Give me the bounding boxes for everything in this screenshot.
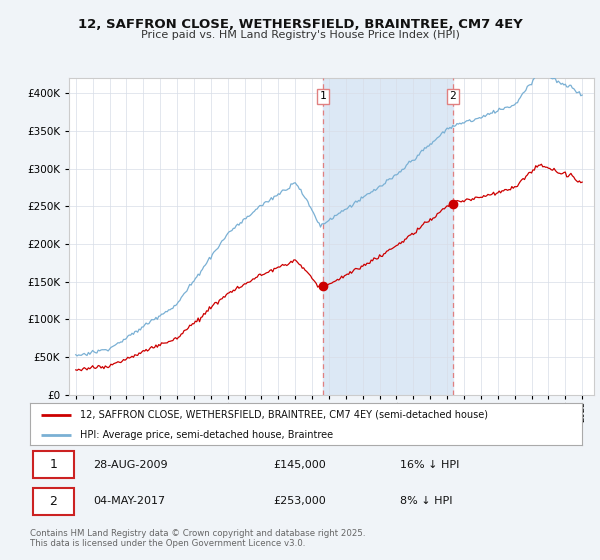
- Text: 04-MAY-2017: 04-MAY-2017: [94, 496, 166, 506]
- Text: 12, SAFFRON CLOSE, WETHERSFIELD, BRAINTREE, CM7 4EY: 12, SAFFRON CLOSE, WETHERSFIELD, BRAINTR…: [77, 17, 523, 31]
- Text: 2: 2: [449, 91, 456, 101]
- Text: 1: 1: [320, 91, 326, 101]
- FancyBboxPatch shape: [33, 488, 74, 515]
- FancyBboxPatch shape: [33, 451, 74, 478]
- Text: 8% ↓ HPI: 8% ↓ HPI: [400, 496, 452, 506]
- Text: 12, SAFFRON CLOSE, WETHERSFIELD, BRAINTREE, CM7 4EY (semi-detached house): 12, SAFFRON CLOSE, WETHERSFIELD, BRAINTR…: [80, 410, 488, 420]
- Text: 1: 1: [50, 458, 58, 472]
- Text: HPI: Average price, semi-detached house, Braintree: HPI: Average price, semi-detached house,…: [80, 430, 333, 440]
- Text: Contains HM Land Registry data © Crown copyright and database right 2025.
This d: Contains HM Land Registry data © Crown c…: [30, 529, 365, 548]
- Text: Price paid vs. HM Land Registry's House Price Index (HPI): Price paid vs. HM Land Registry's House …: [140, 30, 460, 40]
- Text: 2: 2: [50, 494, 58, 508]
- Text: 16% ↓ HPI: 16% ↓ HPI: [400, 460, 459, 470]
- Bar: [323, 78, 453, 395]
- Text: £145,000: £145,000: [273, 460, 326, 470]
- Text: 28-AUG-2009: 28-AUG-2009: [94, 460, 168, 470]
- Text: £253,000: £253,000: [273, 496, 326, 506]
